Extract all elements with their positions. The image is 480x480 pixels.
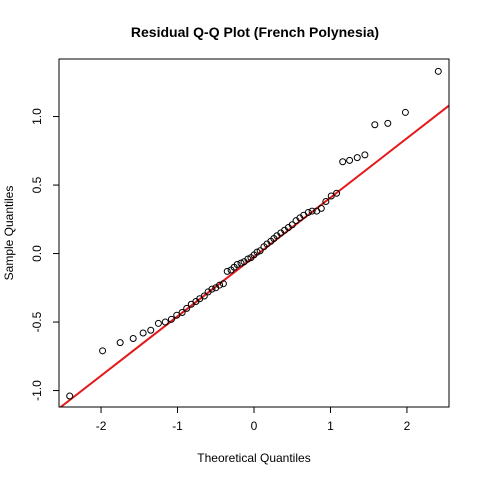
y-axis-label: Sample Quantiles [2,186,16,281]
data-point [361,151,369,159]
data-point [161,318,169,326]
data-point [178,308,186,316]
data-point [216,281,224,289]
data-point [371,121,379,129]
data-point [116,339,124,347]
y-tick-label: 0.5 [30,176,44,193]
data-point [219,280,227,288]
data-point [99,347,107,355]
data-point [173,311,181,319]
data-point [288,221,296,229]
data-point [223,267,231,275]
x-tick-label: 0 [251,419,258,433]
data-point [129,334,137,342]
data-point [256,247,264,255]
x-axis-label: Theoretical Quantiles [197,451,310,465]
x-axis: -2 -1 0 1 2 [96,407,411,433]
plot-frame [58,58,450,408]
y-tick-label: 0.0 [30,245,44,262]
plot-area [59,67,449,407]
data-point [66,392,74,400]
y-tick-label: -0.5 [30,311,44,332]
data-point [401,108,409,116]
data-point [183,304,191,312]
data-point [339,158,347,166]
x-tick-label: -1 [172,419,183,433]
data-point [384,119,392,127]
data-point [154,319,162,327]
data-point [333,189,341,197]
data-point [167,315,175,323]
x-tick-label: 1 [327,419,334,433]
data-point [322,197,330,205]
data-point [346,156,354,164]
data-point [233,261,241,269]
x-tick-label: -2 [96,419,107,433]
y-tick-label: 1.0 [30,108,44,125]
data-point [200,292,208,300]
data-point [353,154,361,162]
y-tick-label: -1.0 [30,380,44,401]
x-tick-label: 2 [404,419,411,433]
data-point [139,329,147,337]
data-point [208,285,216,293]
data-point [327,192,335,200]
data-point [434,67,442,75]
data-point [317,204,325,212]
y-axis: -1.0 -0.5 0.0 0.5 1.0 [30,108,59,401]
data-point [304,208,312,216]
data-point [308,207,316,215]
data-point [147,326,155,334]
chart-title: Residual Q-Q Plot (French Polynesia) [131,24,379,40]
